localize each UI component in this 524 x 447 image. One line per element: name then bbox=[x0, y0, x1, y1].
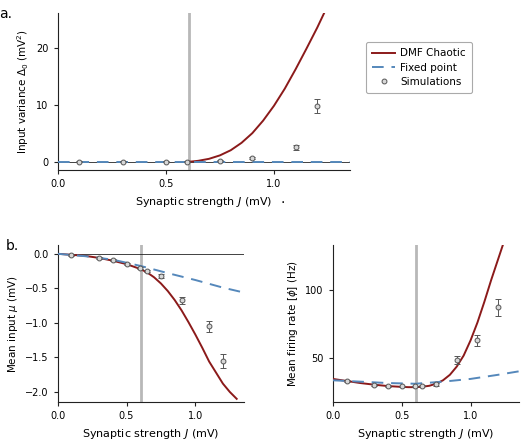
X-axis label: Synaptic strength $J$ (mV): Synaptic strength $J$ (mV) bbox=[357, 427, 495, 441]
Legend: DMF Chaotic, Fixed point, Simulations: DMF Chaotic, Fixed point, Simulations bbox=[366, 42, 472, 93]
Text: b.: b. bbox=[6, 239, 19, 253]
X-axis label: Synaptic strength $J$ (mV): Synaptic strength $J$ (mV) bbox=[135, 195, 272, 209]
Text: .: . bbox=[280, 192, 285, 207]
Y-axis label: Input variance $\Delta_0$ (mV$^2$): Input variance $\Delta_0$ (mV$^2$) bbox=[15, 30, 31, 154]
Y-axis label: Mean firing rate $[\phi]$ (Hz): Mean firing rate $[\phi]$ (Hz) bbox=[286, 261, 300, 387]
Text: a.: a. bbox=[0, 7, 12, 21]
Y-axis label: Mean input $\mu$ (mV): Mean input $\mu$ (mV) bbox=[6, 275, 19, 373]
X-axis label: Synaptic strength $J$ (mV): Synaptic strength $J$ (mV) bbox=[82, 427, 219, 441]
